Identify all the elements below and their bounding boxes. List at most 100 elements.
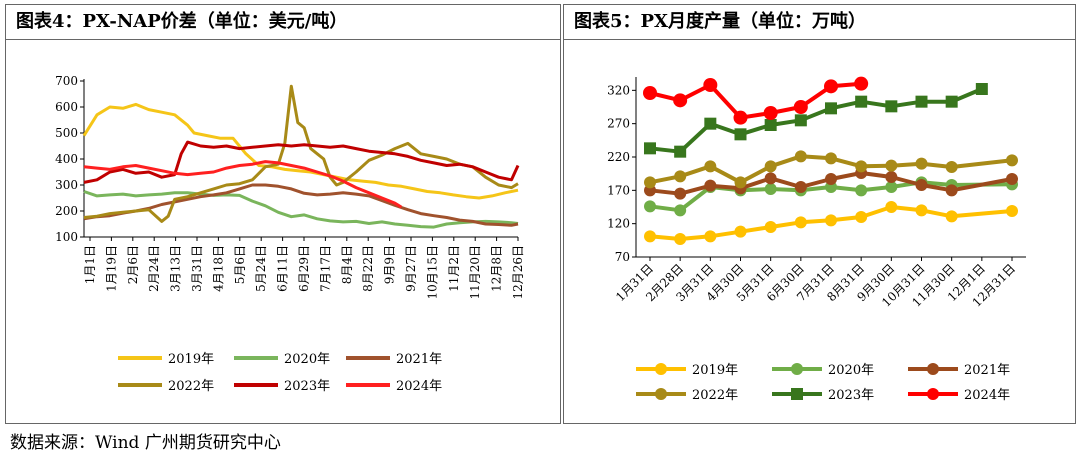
chart4-series-line xyxy=(83,183,519,227)
chart5-data-point xyxy=(825,152,837,165)
chart4-x-tick-label: 7月17日 xyxy=(318,245,332,292)
chart5-data-point xyxy=(734,128,747,141)
chart5-data-point xyxy=(674,145,687,158)
chart5-data-point xyxy=(764,221,777,233)
chart5-data-point xyxy=(704,160,717,173)
chart5-data-point xyxy=(1006,205,1018,217)
chart5-data-point xyxy=(825,214,837,227)
chart5-legend-label: 2023年 xyxy=(828,388,874,403)
chart5-legend-marker xyxy=(791,388,803,400)
chart5-data-point xyxy=(855,95,868,108)
chart5-data-point xyxy=(644,176,656,189)
chart5-data-point xyxy=(643,86,657,100)
chart4-legend-label: 2022年 xyxy=(168,379,214,394)
chart5-data-point xyxy=(674,187,687,200)
chart4-x-tick-label: 9月27日 xyxy=(404,245,418,292)
chart5-data-point xyxy=(644,230,656,243)
chart5-y-tick-label: 120 xyxy=(607,217,630,231)
chart5-data-point xyxy=(644,142,656,155)
chart4-x-tick-label: 1月19日 xyxy=(104,245,118,292)
chart5-data-point xyxy=(945,95,958,108)
chart5-data-point xyxy=(885,181,898,193)
chart4-x-tick-label: 8月4日 xyxy=(340,245,354,284)
chart5-data-point xyxy=(854,76,869,91)
chart4-series-line xyxy=(82,102,519,200)
chart5-data-point xyxy=(644,200,656,213)
chart5-data-point xyxy=(733,110,748,125)
chart4-legend-label: 2020年 xyxy=(284,352,330,367)
chart5-data-point xyxy=(794,114,807,127)
chart5-data-point xyxy=(734,225,747,238)
chart5-legend-marker xyxy=(927,388,939,400)
chart5-data-point xyxy=(915,204,928,217)
chart5-y-tick-label: 320 xyxy=(607,83,630,97)
chart5-legend-label: 2019年 xyxy=(692,363,738,378)
chart5-data-point xyxy=(703,78,718,92)
chart4-x-tick-label: 6月11日 xyxy=(276,245,290,292)
chart5-data-point xyxy=(975,83,988,95)
chart4-x-tick-label: 4月18日 xyxy=(211,245,225,292)
chart5-legend-marker xyxy=(655,363,667,375)
chart4-series-line xyxy=(83,160,403,209)
chart5-data-point xyxy=(674,204,687,217)
chart5-data-point xyxy=(945,161,958,173)
chart5-data-point xyxy=(1006,154,1018,167)
chart4-x-tick-label: 11月20日 xyxy=(468,245,482,300)
chart5-data-point xyxy=(763,106,778,120)
chart5-data-point xyxy=(794,150,807,163)
chart5-data-point xyxy=(915,95,928,108)
chart5-legend-label: 2022年 xyxy=(692,388,738,403)
chart4-x-tick-label: 9月9日 xyxy=(383,245,397,284)
source-note: 数据来源：Wind 广州期货研究中心 xyxy=(10,433,281,453)
chart5-data-point xyxy=(674,170,687,183)
chart5-data-point xyxy=(1006,173,1018,185)
chart4-legend-label: 2023年 xyxy=(284,379,330,394)
chart5-legend-marker xyxy=(655,388,667,400)
chart4-y-tick-label: 200 xyxy=(55,204,78,218)
chart5-legend-label: 2024年 xyxy=(964,388,1010,403)
chart4-x-tick-label: 1月1日 xyxy=(83,245,97,284)
chart5-data-point xyxy=(915,157,928,170)
chart5-legend-label: 2021年 xyxy=(964,363,1010,378)
chart4-x-tick-label: 11月2日 xyxy=(447,245,461,292)
chart5-data-point xyxy=(704,117,717,130)
chart5-data-point xyxy=(825,173,837,185)
chart5-data-point xyxy=(764,160,777,173)
chart4-x-tick-label: 8月22日 xyxy=(361,245,375,292)
chart5-y-tick-label: 70 xyxy=(615,250,630,264)
chart5-data-point xyxy=(855,160,868,173)
chart5-y-tick-label: 220 xyxy=(607,150,630,164)
chart5-data-point xyxy=(885,171,898,183)
chart4-y-tick-label: 500 xyxy=(55,126,78,140)
chart5-data-point xyxy=(794,181,807,193)
chart4-y-tick-label: 100 xyxy=(55,230,78,244)
chart5-data-point xyxy=(885,159,898,172)
chart5-data-point xyxy=(855,211,868,223)
chart5-data-point xyxy=(945,210,958,223)
chart4-x-tick-label: 6月29日 xyxy=(297,245,311,292)
chart4-series-line xyxy=(83,190,519,229)
chart5-y-tick-label: 270 xyxy=(607,117,630,131)
chart5-panel: 图表5：PX月度产量（单位：万吨） 70 120 170 220 270 320 1月31日… xyxy=(563,4,1076,424)
chart5-data-point xyxy=(704,179,717,192)
chart5-data-point xyxy=(945,184,958,197)
chart5-data-point xyxy=(764,119,777,131)
chart5-y-tick-label: 170 xyxy=(607,183,630,197)
chart5-data-point xyxy=(734,176,747,189)
chart4-y-tick-label: 300 xyxy=(55,178,78,192)
chart5-data-point xyxy=(885,201,898,213)
chart4-x-tick-label: 3月31日 xyxy=(190,245,204,292)
chart4-legend-label: 2024年 xyxy=(396,379,442,394)
chart5-data-point xyxy=(674,233,687,245)
chart4-x-tick-label: 12月26日 xyxy=(511,245,525,300)
chart5-legend-marker xyxy=(927,363,939,375)
chart4-legend-label: 2019年 xyxy=(168,352,214,367)
chart5-data-point xyxy=(794,216,807,229)
chart5-data-point xyxy=(915,179,928,191)
chart5-data-point xyxy=(793,100,808,114)
chart4-x-tick-label: 2月6日 xyxy=(126,245,140,284)
chart4-y-tick-label: 700 xyxy=(55,74,78,88)
chart4-series-line xyxy=(83,84,519,223)
chart4-title: 图表4：PX-NAP价差（单位：美元/吨） xyxy=(6,5,560,40)
chart4-x-tick-label: 5月6日 xyxy=(233,245,247,284)
